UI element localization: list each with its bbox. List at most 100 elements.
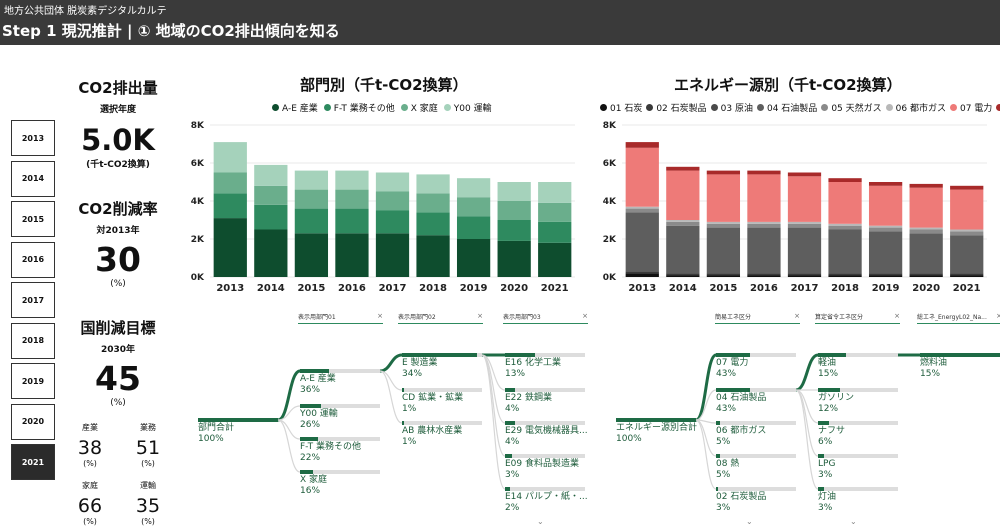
legend-item[interactable]: 01 石炭 [600,101,642,114]
bar-segment[interactable] [335,189,369,209]
year-button-2018[interactable]: 2018 [11,322,55,359]
bar-segment[interactable] [950,273,984,276]
bar-segment[interactable] [950,275,984,277]
tree-node-level3[interactable]: 燃料油 15% [920,353,1000,380]
bar-segment[interactable] [213,172,247,194]
legend-item[interactable]: 07 電力 [949,101,992,114]
tree-header-level2[interactable]: 表示用部門02 × [398,312,483,324]
year-button-2016[interactable]: 2016 [11,241,55,278]
tree-header-level2[interactable]: 算定省令エネ区分 × [815,312,900,324]
bar-segment[interactable] [828,229,862,274]
legend-item[interactable]: X 家庭 [400,101,438,114]
tree-node-level2[interactable]: 灯油 3% [818,487,898,514]
legend-item[interactable]: 03 原油 [710,101,753,114]
tree-node-level3[interactable]: E29 電気機械器具... 4% [505,421,588,448]
bar-segment[interactable] [828,182,862,224]
bar-segment[interactable] [666,170,700,220]
chevron-down-icon[interactable]: ⌄ [537,517,544,526]
bar-segment[interactable] [828,178,862,182]
bar-segment[interactable] [538,182,572,203]
bar-segment[interactable] [950,235,984,274]
bar-segment[interactable] [625,212,659,272]
bar-segment[interactable] [294,189,329,209]
bar-segment[interactable] [335,170,369,190]
bar-segment[interactable] [375,172,410,192]
energy-chart[interactable]: 0K 2K 4K 6K 8K 2013 2014 2015 2016 2017 2018 2019 20… [592,115,997,300]
bar-segment[interactable] [909,227,943,230]
tree-root-node[interactable]: エネルギー源別合計 100% [616,418,697,445]
tree-node-level2[interactable]: E 製造業 34% [402,353,482,380]
bar-segment[interactable] [868,275,903,277]
bar-segment[interactable] [456,216,491,239]
tree-node-level3[interactable]: E09 食料品製造業 3% [505,454,585,481]
bar-segment[interactable] [868,273,903,276]
year-button-2019[interactable]: 2019 [11,363,55,399]
bar-segment[interactable] [254,185,288,205]
tree-node-level1[interactable]: X 家庭 16% [300,470,380,497]
legend-item[interactable]: A-E 産業 [272,101,318,114]
bar-segment[interactable] [706,170,741,175]
bar-segment[interactable] [747,221,781,224]
tree-root-node[interactable]: 部門合計 100% [198,418,278,445]
bar-segment[interactable] [787,176,822,222]
bar-segment[interactable] [706,275,741,277]
bar-segment[interactable] [706,223,741,228]
bar-segment[interactable] [625,271,659,274]
bar-segment[interactable] [706,221,741,224]
tree-header-level3[interactable]: 表示用部門03 × [503,312,588,324]
year-button-2014[interactable]: 2014 [11,160,55,197]
bar-segment[interactable] [747,170,781,175]
bar-segment[interactable] [787,223,822,228]
chevron-down-icon[interactable]: ⌄ [850,517,857,526]
bar-segment[interactable] [909,233,943,274]
bar-segment[interactable] [950,189,984,230]
tree-node-level3[interactable]: E22 鉄鋼業 4% [505,388,585,415]
bar-segment[interactable] [828,275,862,277]
tree-node-level1[interactable]: 08 熱 5% [716,454,796,481]
bar-segment[interactable] [909,275,943,277]
legend-item[interactable]: Y00 運輸 [443,101,492,114]
bar-segment[interactable] [666,275,700,277]
legend-item[interactable]: 05 天然ガス [821,101,882,114]
bar-segment[interactable] [828,223,862,226]
bar-segment[interactable] [666,166,700,171]
bar-segment[interactable] [294,208,329,234]
bar-segment[interactable] [213,218,247,277]
close-icon[interactable]: × [377,312,383,320]
year-button-2015[interactable]: 2015 [11,201,55,237]
bar-segment[interactable] [787,221,822,224]
close-icon[interactable]: × [477,312,483,320]
bar-segment[interactable] [909,183,943,188]
legend-item[interactable]: 06 都市ガス [885,101,946,114]
bar-segment[interactable] [747,275,781,277]
bar-segment[interactable] [294,233,329,277]
bar-segment[interactable] [868,231,903,274]
legend-item[interactable]: 08 熱 [996,101,1000,114]
bar-segment[interactable] [909,273,943,276]
tree-node-level1[interactable]: 02 石炭製品 3% [716,487,796,514]
year-button-2020[interactable]: 2020 [11,403,55,440]
bar-segment[interactable] [254,164,288,186]
year-button-2017[interactable]: 2017 [11,282,55,318]
bar-segment[interactable] [625,142,659,148]
bar-segment[interactable] [538,242,572,277]
bar-segment[interactable] [787,172,822,177]
bar-segment[interactable] [828,273,862,276]
bar-segment[interactable] [335,208,369,234]
bar-segment[interactable] [335,233,369,277]
bar-segment[interactable] [416,235,450,277]
bar-segment[interactable] [416,212,450,236]
tree-node-level1[interactable]: Y00 運輸 26% [300,404,380,431]
legend-item[interactable]: 04 石油製品 [756,101,817,114]
bar-segment[interactable] [456,178,491,198]
sector-chart[interactable]: 0K 2K 4K 6K 8K 2013 2014 2015 2016 2017 2018 2019 20… [180,115,585,300]
bar-segment[interactable] [375,233,410,277]
bar-segment[interactable] [706,227,741,274]
tree-node-level1[interactable]: 07 電力 43% [716,353,796,380]
tree-node-level3[interactable]: E16 化学工業 13% [505,353,585,380]
bar-segment[interactable] [456,197,491,217]
bar-segment[interactable] [706,174,741,222]
bar-segment[interactable] [213,193,247,219]
bar-segment[interactable] [828,225,862,230]
bar-segment[interactable] [375,210,410,234]
